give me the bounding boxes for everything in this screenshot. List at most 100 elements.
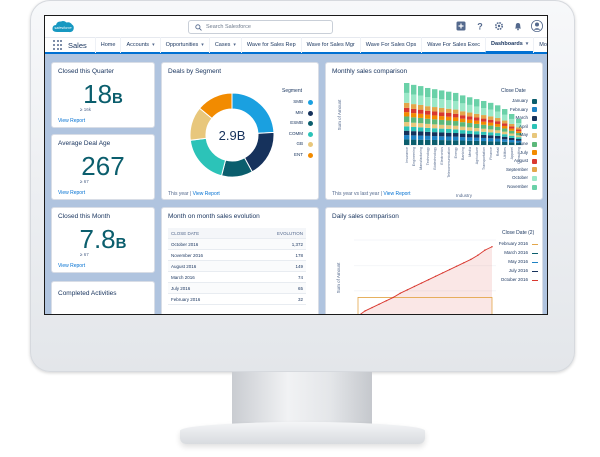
series-line-october-2016[interactable] [358, 246, 493, 315]
bar-segment[interactable] [404, 122, 410, 127]
bar-segment[interactable] [495, 121, 501, 124]
table-row[interactable]: March 2016 74 [168, 272, 306, 283]
bar-segment[interactable] [418, 109, 424, 114]
bar-segment[interactable] [411, 84, 417, 95]
bar-segment[interactable] [509, 133, 515, 136]
avatar-icon[interactable] [531, 20, 543, 32]
bar-segment[interactable] [481, 115, 487, 119]
bar-segment[interactable] [460, 118, 466, 123]
bar-segment[interactable] [439, 132, 445, 137]
bar-segment[interactable] [481, 108, 487, 116]
data-point[interactable] [463, 262, 465, 264]
bar-segment[interactable] [467, 112, 473, 117]
bar-segment[interactable] [481, 131, 487, 135]
bar-segment[interactable] [425, 135, 431, 140]
view-report-link[interactable]: View Report [383, 191, 411, 197]
legend-item-january[interactable]: January [511, 98, 528, 103]
bar-segment[interactable] [432, 132, 438, 137]
bar-segment[interactable] [425, 106, 431, 111]
data-point[interactable] [456, 265, 458, 267]
bar-segment[interactable] [495, 133, 501, 136]
bar-segment[interactable] [481, 134, 487, 138]
bar-segment[interactable] [439, 136, 445, 141]
chevron-down-icon[interactable]: ▾ [152, 42, 155, 48]
bar-segment[interactable] [418, 123, 424, 128]
legend-item-mm[interactable]: MM [295, 109, 304, 115]
nav-item-wave-for-sales-ops[interactable]: Wave For Sales Ops [359, 37, 422, 53]
view-report-link[interactable]: View Report [58, 118, 86, 124]
bar-segment[interactable] [467, 127, 473, 131]
nav-item-wave-for-sales-rep[interactable]: Wave for Sales Rep [240, 37, 301, 53]
bar-segment[interactable] [404, 126, 410, 131]
bar-segment[interactable] [425, 127, 431, 132]
bar-segment[interactable] [432, 124, 438, 129]
bar-segment[interactable] [460, 103, 466, 112]
bar-segment[interactable] [467, 116, 473, 120]
bar-segment[interactable] [404, 92, 410, 103]
data-point[interactable] [491, 246, 493, 248]
bar-segment[interactable] [439, 99, 445, 108]
legend-item-march[interactable]: March [515, 115, 528, 121]
bar-segment[interactable] [516, 127, 522, 130]
bar-segment[interactable] [404, 102, 410, 108]
bar-segment[interactable] [404, 112, 410, 117]
bar-segment[interactable] [467, 119, 473, 124]
bar-segment[interactable] [509, 128, 515, 131]
bar-segment[interactable] [446, 108, 452, 114]
bar-segment[interactable] [502, 139, 508, 142]
table-row[interactable]: August 2016 149 [168, 261, 306, 272]
bar-segment[interactable] [418, 86, 424, 96]
legend-item-june[interactable]: June [518, 141, 528, 146]
bar-segment[interactable] [446, 136, 452, 141]
bar-segment[interactable] [460, 95, 466, 104]
bar-segment[interactable] [404, 116, 410, 123]
bar-segment[interactable] [425, 110, 431, 115]
bar-segment[interactable] [453, 92, 459, 102]
column-header[interactable]: CLOSE DATE [171, 230, 200, 236]
series-line-february-2016[interactable] [357, 297, 493, 315]
bar-segment[interactable] [467, 123, 473, 128]
bar-segment[interactable] [467, 104, 473, 113]
bar-segment[interactable] [453, 136, 459, 141]
bar-segment[interactable] [418, 131, 424, 136]
bar-segment[interactable] [509, 137, 515, 141]
bar-segment[interactable] [404, 139, 410, 145]
app-launcher-icon[interactable] [53, 40, 62, 50]
data-point[interactable] [484, 249, 486, 251]
bar-segment[interactable] [467, 140, 473, 145]
bar-segment[interactable] [432, 89, 438, 99]
bar-segment[interactable] [481, 121, 487, 125]
bar-segment[interactable] [474, 113, 480, 118]
legend-item-esmb[interactable]: ESMB [290, 120, 303, 125]
bar-segment[interactable] [453, 125, 459, 130]
bar-segment[interactable] [516, 131, 522, 134]
nav-item-home[interactable]: Home [94, 37, 121, 53]
data-point[interactable] [427, 278, 430, 281]
bar-segment[interactable] [425, 114, 431, 119]
bar-segment[interactable] [488, 102, 494, 110]
bar-segment[interactable] [495, 135, 501, 139]
bar-segment[interactable] [495, 123, 501, 127]
bar-segment[interactable] [495, 130, 501, 134]
bar-segment[interactable] [502, 114, 508, 121]
bell-icon[interactable] [512, 20, 524, 32]
bar-segment[interactable] [509, 118, 515, 124]
nav-item-dashboards[interactable]: Dashboards ▾ [484, 37, 534, 53]
bar-segment[interactable] [425, 139, 431, 145]
bar-segment[interactable] [467, 134, 473, 138]
data-point[interactable] [413, 285, 416, 288]
plus-icon[interactable] [455, 20, 467, 32]
bar-segment[interactable] [502, 134, 508, 137]
legend-item-ent[interactable]: ENT [294, 151, 303, 157]
bar-segment[interactable] [446, 113, 452, 117]
bar-segment[interactable] [411, 122, 417, 127]
bar-segment[interactable] [474, 134, 480, 138]
bar-segment[interactable] [516, 129, 522, 132]
legend-item[interactable]: February 2016 [498, 241, 528, 246]
legend-item-comm[interactable]: COMM [288, 130, 303, 136]
bar-segment[interactable] [446, 116, 452, 121]
bar-segment[interactable] [418, 113, 424, 118]
bar-segment[interactable] [509, 126, 515, 129]
legend-item[interactable]: October 2016 [500, 277, 528, 282]
bar-segment[interactable] [474, 117, 480, 121]
